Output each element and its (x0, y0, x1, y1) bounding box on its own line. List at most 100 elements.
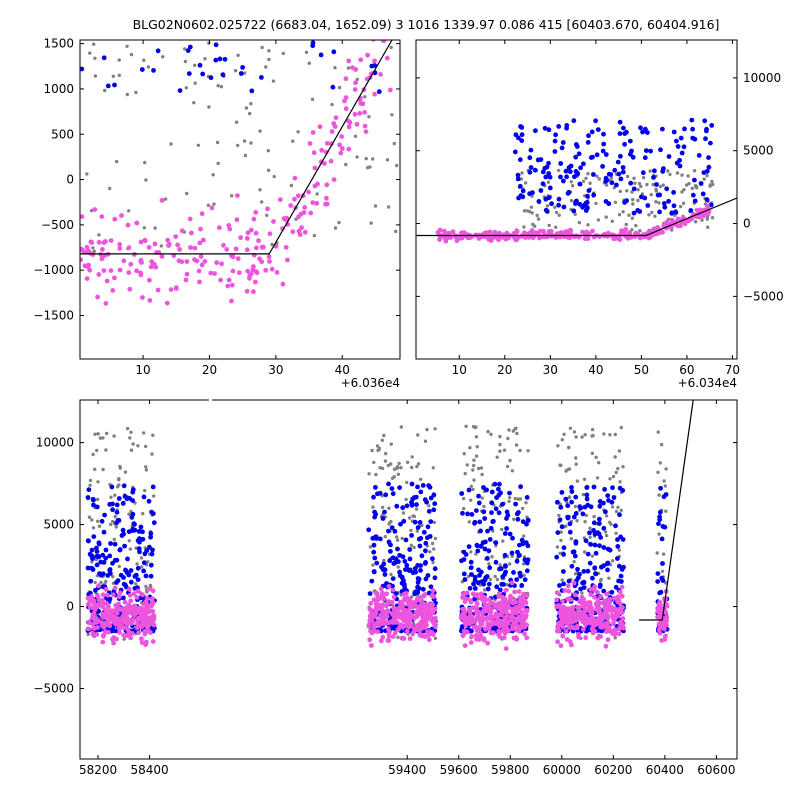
gray-point (396, 565, 400, 569)
pink-point (474, 625, 480, 631)
y-tick-label: −500 (41, 218, 74, 232)
pink-point (317, 124, 323, 130)
model-line (416, 197, 737, 237)
pink-point (159, 254, 165, 259)
gray-point (625, 174, 630, 179)
gray-point (560, 578, 564, 582)
pink-point (605, 637, 611, 643)
pink-point (365, 52, 370, 58)
gray-point (493, 574, 497, 579)
pink-point (114, 636, 119, 642)
gray-point (269, 0, 272, 1)
gray-point (630, 190, 634, 194)
pink-point (475, 611, 481, 617)
gray-point (645, 182, 649, 187)
pink-point (443, 238, 449, 244)
blue-point (561, 545, 567, 551)
pink-point (352, 111, 358, 117)
pink-point (219, 261, 225, 267)
blue-point (498, 490, 503, 496)
blue-point (418, 563, 423, 568)
blue-point (581, 569, 587, 574)
pink-point (99, 603, 105, 609)
blue-point (427, 534, 433, 539)
blue-point (605, 493, 611, 498)
gray-point (681, 201, 686, 205)
blue-point (581, 161, 586, 167)
pink-point (199, 211, 205, 217)
pink-point (111, 640, 116, 646)
gray-point (135, 562, 139, 566)
gray-point (664, 509, 668, 513)
pink-point (464, 615, 469, 620)
pink-point (126, 586, 132, 592)
blue-point (608, 172, 614, 177)
pink-point (380, 40, 386, 43)
pink-point (229, 282, 235, 288)
blue-point (524, 495, 530, 500)
pink-point (593, 601, 599, 607)
gray-point (337, 220, 341, 225)
pink-point (253, 269, 259, 275)
pink-point (469, 634, 475, 639)
blue-point (554, 554, 560, 560)
pink-point (230, 268, 236, 274)
gray-point (482, 504, 486, 509)
gray-point (474, 552, 478, 556)
gray-point (333, 226, 338, 230)
gray-point (233, 69, 238, 73)
blue-point (383, 492, 389, 498)
gray-point (525, 209, 530, 213)
blue-point (482, 546, 488, 552)
pink-point (136, 607, 141, 613)
pink-point (116, 594, 122, 600)
blue-point (110, 560, 115, 566)
blue-point (105, 573, 111, 578)
blue-point (542, 165, 548, 171)
gray-point (258, 188, 262, 192)
blue-point (136, 529, 142, 534)
pink-point (561, 614, 566, 620)
pink-point (91, 633, 97, 639)
blue-point (618, 153, 623, 159)
pink-point (431, 608, 437, 614)
pink-point (462, 596, 468, 602)
blue-point (112, 82, 117, 88)
blue-point (407, 547, 413, 552)
pink-point (513, 237, 518, 242)
pink-point (494, 602, 500, 608)
gray-point (289, 183, 294, 188)
gray-point (614, 531, 618, 535)
gray-point (163, 9, 166, 12)
blue-point (704, 197, 710, 203)
gray-point (433, 427, 437, 431)
pink-point (576, 631, 581, 637)
pink-point (119, 213, 124, 218)
blue-point (520, 519, 526, 525)
gray-point (127, 209, 131, 213)
gray-point (389, 572, 393, 577)
blue-point (517, 183, 523, 189)
pink-point (280, 281, 286, 287)
pink-point (659, 638, 665, 643)
pink-point (285, 257, 290, 263)
pink-point (198, 254, 204, 259)
gray-point (364, 156, 368, 161)
pink-point (353, 67, 359, 72)
blue-point (527, 155, 533, 161)
gray-point (139, 556, 144, 560)
pink-point (238, 235, 244, 241)
pink-point (523, 600, 529, 606)
blue-point (367, 591, 373, 596)
gray-point (586, 223, 590, 227)
blue-point (690, 126, 695, 132)
blue-point (124, 495, 130, 501)
pink-point (386, 638, 392, 643)
pink-point (143, 642, 149, 648)
x-tick-label: 40 (588, 363, 603, 377)
gray-point (355, 77, 359, 82)
pink-point (134, 625, 140, 631)
pink-point (353, 80, 358, 86)
gray-point (555, 545, 560, 549)
blue-point (620, 165, 626, 170)
